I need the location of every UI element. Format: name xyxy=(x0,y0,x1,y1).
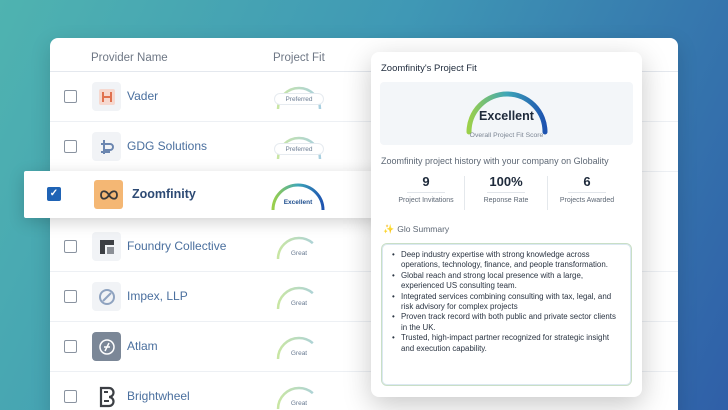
score-word: Excellent xyxy=(479,109,534,123)
project-fit-popover: Zoomfinity's Project Fit Excellent Overa… xyxy=(371,52,642,397)
stat-project-invitations: 9 Project Invitations xyxy=(398,174,454,204)
score-gauge-icon xyxy=(466,91,548,135)
row-checkbox-checked[interactable]: ✓ xyxy=(47,187,61,201)
stat-projects-awarded: 6 Projects Awarded xyxy=(559,174,615,204)
row-checkbox[interactable] xyxy=(64,140,77,153)
project-fit-label: Preferred xyxy=(285,146,313,153)
list-item: Trusted, high-impact partner recognized … xyxy=(392,333,623,354)
project-fit-label: Excellent xyxy=(283,199,313,206)
stat-divider xyxy=(547,176,548,210)
foundry-logo-icon xyxy=(92,232,121,261)
table-row[interactable]: Foundry Collective Great xyxy=(50,222,678,272)
project-fit-gauge: Excellent xyxy=(267,178,329,214)
column-header-provider[interactable]: Provider Name xyxy=(91,52,168,64)
history-heading: Zoomfinity project history with your com… xyxy=(381,156,609,166)
stat-divider xyxy=(464,176,465,210)
vader-logo-icon xyxy=(92,82,121,111)
table-row[interactable]: Brightwheel Great xyxy=(50,372,678,410)
provider-name[interactable]: Vader xyxy=(127,89,159,103)
list-item: Proven track record with both public and… xyxy=(392,312,623,333)
list-item: Integrated services combining consulting… xyxy=(392,292,623,313)
project-fit-label: Great xyxy=(290,300,308,307)
popover-title: Zoomfinity's Project Fit xyxy=(381,63,477,74)
sparkle-icon: ✨ xyxy=(383,224,395,234)
stat-response-rate: 100% Reponse Rate xyxy=(483,174,529,204)
glo-summary-heading: ✨ Glo Summary xyxy=(383,224,450,234)
project-fit-gauge: Great xyxy=(272,231,326,265)
row-checkbox[interactable] xyxy=(64,390,77,403)
gdg-logo-icon xyxy=(92,132,121,161)
project-fit-gauge: Great xyxy=(272,381,326,410)
row-checkbox[interactable] xyxy=(64,290,77,303)
table-row[interactable]: Atlam Great xyxy=(50,322,678,372)
provider-name[interactable]: GDG Solutions xyxy=(127,139,208,153)
project-fit-gauge: Great xyxy=(272,331,326,365)
infinity-logo-icon xyxy=(94,180,123,209)
row-checkbox[interactable] xyxy=(64,340,77,353)
project-fit-gauge: Preferred xyxy=(272,81,326,115)
list-item: Deep industry expertise with strong know… xyxy=(392,250,623,271)
provider-name[interactable]: Atlam xyxy=(127,339,158,353)
table-row[interactable]: Vader Preferred xyxy=(50,72,678,122)
table-row-selected[interactable]: ✓ Zoomfinity Excellent xyxy=(24,171,384,218)
impex-logo-icon xyxy=(92,282,121,311)
provider-name[interactable]: Impex, LLP xyxy=(127,289,188,303)
score-caption: Overall Project Fit Score xyxy=(469,132,544,139)
row-checkbox[interactable] xyxy=(64,90,77,103)
project-fit-gauge: Great xyxy=(272,281,326,315)
column-header-project-fit[interactable]: Project Fit xyxy=(273,52,325,64)
overall-score-panel: Excellent Overall Project Fit Score xyxy=(380,82,633,145)
provider-name[interactable]: Foundry Collective xyxy=(127,239,227,253)
provider-name[interactable]: Brightwheel xyxy=(127,389,190,403)
glo-summary-box: Deep industry expertise with strong know… xyxy=(381,243,632,386)
list-item: Global reach and strong local presence w… xyxy=(392,271,623,292)
project-fit-label: Great xyxy=(290,350,308,357)
atlam-logo-icon xyxy=(92,332,121,361)
row-checkbox[interactable] xyxy=(64,240,77,253)
table-row[interactable]: Impex, LLP Great xyxy=(50,272,678,322)
project-fit-label: Great xyxy=(290,250,308,257)
table-header: Provider Name Project Fit xyxy=(50,38,678,72)
brightwheel-logo-icon xyxy=(92,382,121,410)
project-fit-label: Preferred xyxy=(285,96,313,103)
provider-name[interactable]: Zoomfinity xyxy=(132,187,196,201)
project-fit-label: Great xyxy=(290,400,308,407)
project-fit-gauge: Preferred xyxy=(272,131,326,165)
